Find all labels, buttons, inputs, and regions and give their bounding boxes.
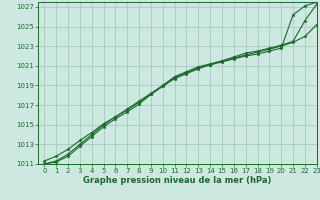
X-axis label: Graphe pression niveau de la mer (hPa): Graphe pression niveau de la mer (hPa) <box>84 176 272 185</box>
